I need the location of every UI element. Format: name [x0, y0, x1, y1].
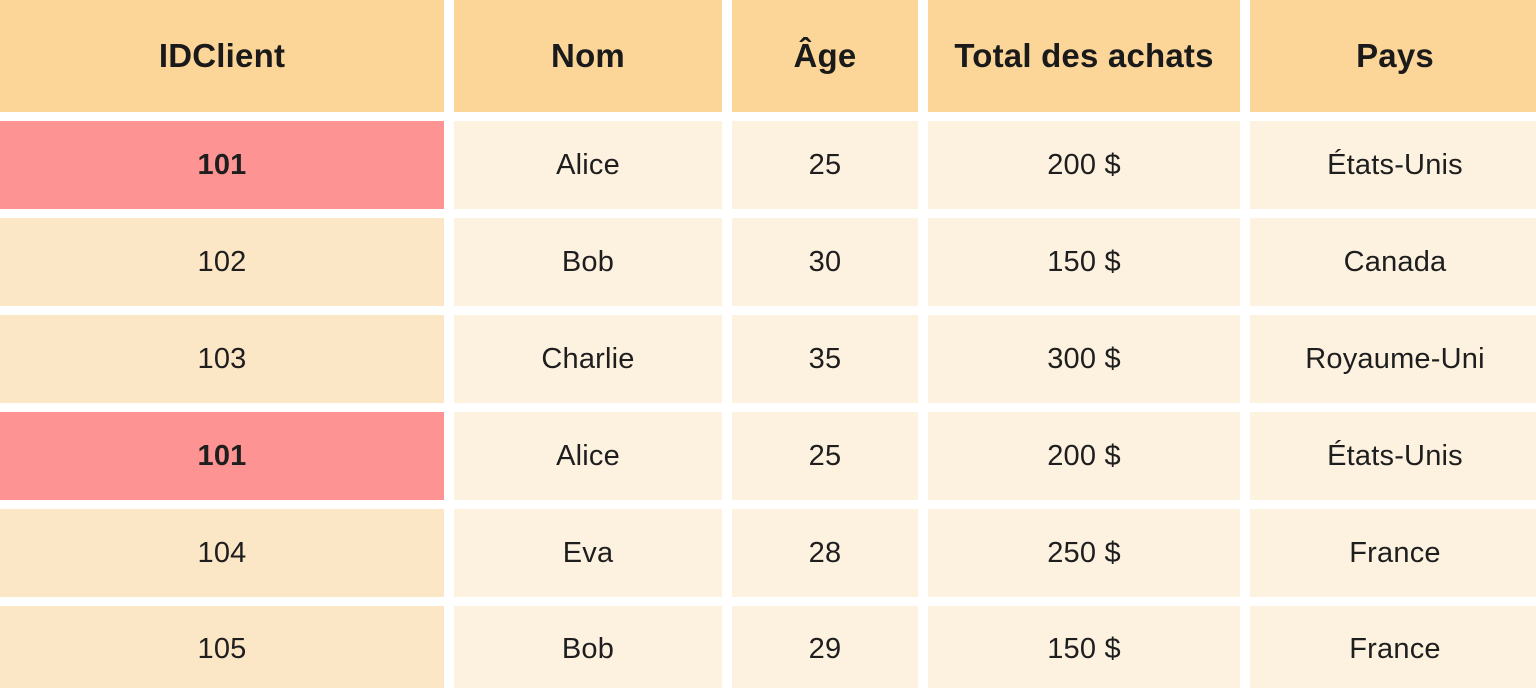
row-6-age: 29: [732, 606, 918, 688]
row-2-pays: Canada: [1250, 218, 1536, 306]
row-2-nom: Bob: [454, 218, 722, 306]
row-5-age: 28: [732, 509, 918, 597]
row-4-idclient-duplicate: 101: [0, 412, 444, 500]
row-3-pays: Royaume-Uni: [1250, 315, 1536, 403]
row-5-idclient: 104: [0, 509, 444, 597]
row-6-pays: France: [1250, 606, 1536, 688]
row-1-nom: Alice: [454, 121, 722, 209]
header-age: Âge: [732, 0, 918, 112]
row-4-age: 25: [732, 412, 918, 500]
row-2-total: 150 $: [928, 218, 1240, 306]
row-3-age: 35: [732, 315, 918, 403]
row-5-nom: Eva: [454, 509, 722, 597]
row-3-total: 300 $: [928, 315, 1240, 403]
header-pays: Pays: [1250, 0, 1536, 112]
row-3-nom: Charlie: [454, 315, 722, 403]
row-6-nom: Bob: [454, 606, 722, 688]
row-6-total: 150 $: [928, 606, 1240, 688]
row-4-pays: États-Unis: [1250, 412, 1536, 500]
row-4-nom: Alice: [454, 412, 722, 500]
row-6-idclient: 105: [0, 606, 444, 688]
row-4-total: 200 $: [928, 412, 1240, 500]
row-1-idclient-duplicate: 101: [0, 121, 444, 209]
header-nom: Nom: [454, 0, 722, 112]
header-idclient: IDClient: [0, 0, 444, 112]
row-1-total: 200 $: [928, 121, 1240, 209]
row-5-total: 250 $: [928, 509, 1240, 597]
row-2-idclient: 102: [0, 218, 444, 306]
row-5-pays: France: [1250, 509, 1536, 597]
row-2-age: 30: [732, 218, 918, 306]
row-1-pays: États-Unis: [1250, 121, 1536, 209]
row-1-age: 25: [732, 121, 918, 209]
header-total: Total des achats: [928, 0, 1240, 112]
row-3-idclient: 103: [0, 315, 444, 403]
